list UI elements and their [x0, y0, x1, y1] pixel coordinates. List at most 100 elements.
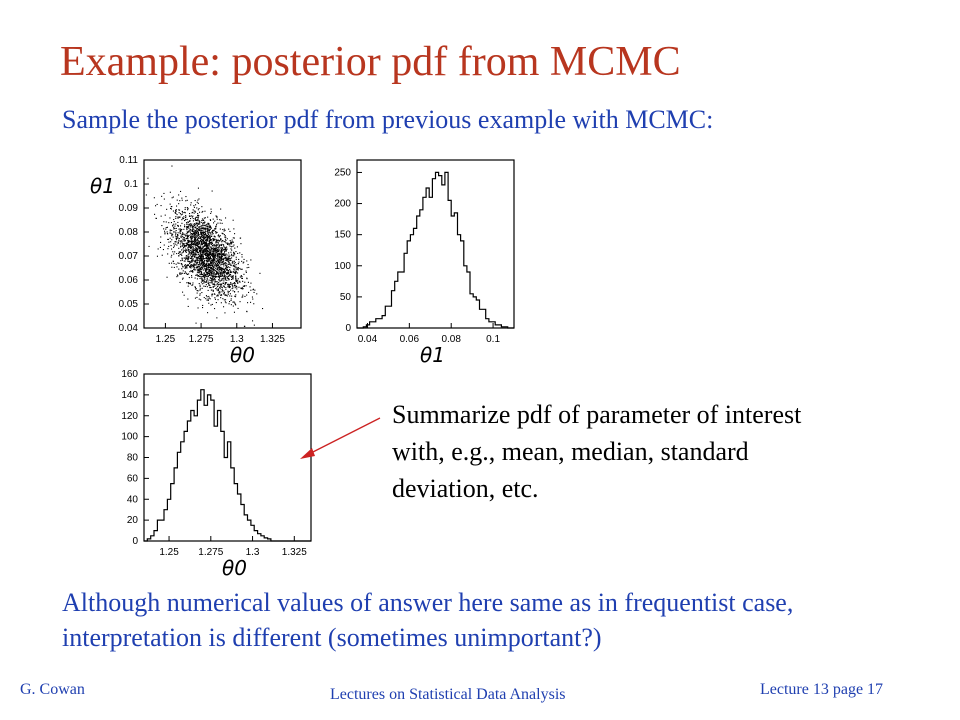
scatter-point [203, 285, 205, 287]
scatter-point [214, 231, 216, 233]
scatter-point [250, 282, 252, 284]
scatter-point [237, 267, 239, 269]
scatter-point [197, 216, 199, 218]
scatter-point [223, 230, 225, 232]
scatter-point [202, 239, 204, 241]
y-tick-label: 0.08 [119, 227, 139, 238]
scatter-point [163, 198, 165, 200]
scatter-point [195, 230, 197, 232]
hist1-steps [357, 171, 514, 329]
scatter-point [213, 239, 215, 241]
scatter-point [232, 264, 234, 266]
scatter-point [178, 262, 180, 264]
scatter-point [188, 240, 190, 242]
scatter-point [190, 270, 192, 272]
scatter-point [203, 266, 205, 268]
scatter-point [222, 282, 224, 284]
scatter-point [217, 283, 219, 285]
scatter-point [173, 228, 175, 230]
scatter-point [204, 264, 206, 266]
scatter-point [173, 231, 175, 233]
scatter-point [200, 238, 202, 240]
scatter-point [228, 266, 230, 268]
scatter-point [218, 235, 220, 237]
scatter-point [213, 239, 215, 241]
scatter-point [166, 208, 168, 210]
scatter-point [216, 271, 218, 273]
scatter-point [214, 220, 216, 222]
scatter-point [205, 227, 207, 229]
scatter-point [193, 237, 195, 239]
scatter-point [200, 278, 202, 280]
scatter-point [178, 203, 180, 205]
scatter-point [160, 241, 162, 243]
scatter-point [213, 255, 215, 257]
scatter-point [169, 229, 171, 231]
scatter-xlabel: θ0 [230, 343, 255, 367]
scatter-point [209, 254, 211, 256]
x-tick-label: 1.325 [282, 547, 307, 558]
scatter-point [184, 233, 186, 235]
scatter-point [206, 235, 208, 237]
scatter-point [207, 253, 209, 255]
scatter-point [245, 271, 247, 273]
scatter-point [224, 238, 226, 240]
scatter-point [180, 235, 182, 237]
scatter-point [191, 223, 193, 225]
scatter-point [204, 244, 206, 246]
scatter-point [205, 243, 207, 245]
scatter-point [226, 246, 228, 248]
scatter-point [194, 297, 196, 299]
scatter-point [225, 217, 227, 219]
x-tick-label: 1.275 [189, 334, 214, 345]
scatter-point [231, 253, 233, 255]
scatter-point [208, 257, 210, 259]
scatter-point [197, 243, 199, 245]
y-tick-label: 0 [132, 536, 138, 547]
scatter-point [213, 222, 215, 224]
scatter-point [205, 281, 207, 283]
scatter-point [198, 265, 200, 267]
scatter-point [192, 254, 194, 256]
hist0-steps [144, 389, 311, 542]
scatter-point [203, 282, 205, 284]
scatter-point [210, 247, 212, 249]
scatter-point [173, 243, 175, 245]
scatter-point [178, 255, 180, 257]
scatter-point [207, 312, 209, 314]
scatter-point [219, 261, 221, 263]
scatter-point [241, 288, 243, 290]
scatter-point [213, 256, 215, 258]
scatter-point [232, 278, 234, 280]
scatter-point [193, 249, 195, 251]
scatter-point [210, 275, 212, 277]
scatter-point [181, 257, 183, 259]
scatter-point [243, 273, 245, 275]
scatter-point [209, 266, 211, 268]
scatter-point [217, 264, 219, 266]
scatter-point [214, 256, 216, 258]
scatter-point [205, 268, 207, 270]
scatter-point [212, 230, 214, 232]
scatter-point [195, 233, 197, 235]
scatter-point [229, 259, 231, 261]
scatter-point [188, 260, 190, 262]
scatter-point [209, 229, 211, 231]
scatter-point [223, 228, 225, 230]
scatter-point [226, 254, 228, 256]
scatter-point [160, 236, 162, 238]
scatter-point [184, 234, 186, 236]
scatter-point [231, 246, 233, 248]
scatter-point [205, 239, 207, 241]
scatter-point [242, 288, 244, 290]
scatter-point [216, 216, 218, 218]
scatter-point [220, 283, 222, 285]
scatter-point [187, 260, 189, 262]
scatter-point [186, 223, 188, 225]
scatter-point [203, 238, 205, 240]
scatter-point [202, 224, 204, 226]
scatter-point [214, 249, 216, 251]
scatter-point [188, 245, 190, 247]
scatter-point [214, 280, 216, 282]
